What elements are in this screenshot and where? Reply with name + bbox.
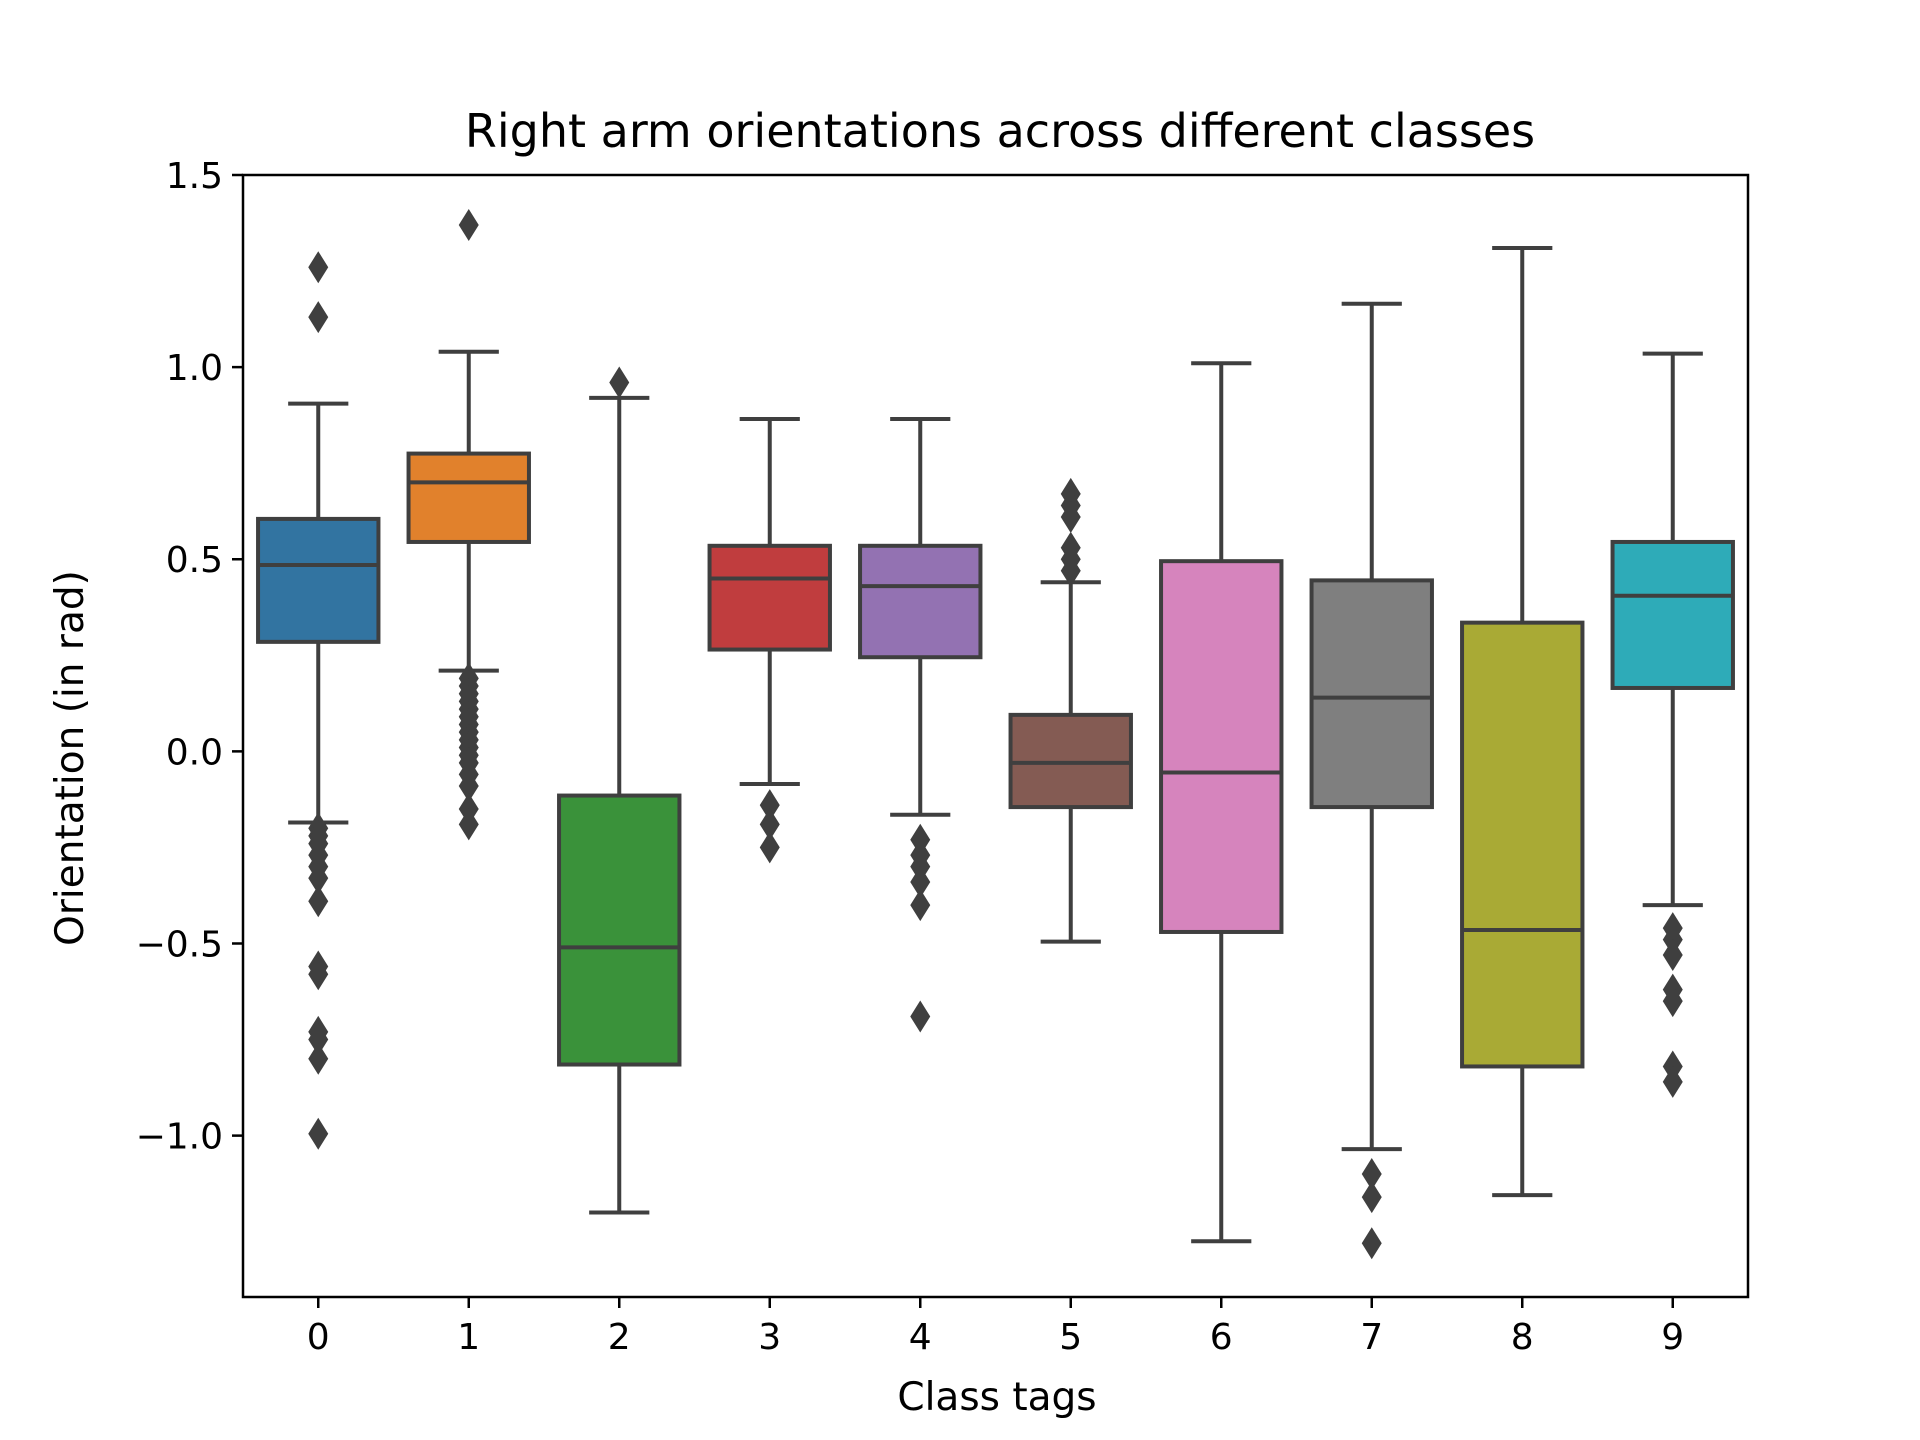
chart-title: Right arm orientations across different … (465, 104, 1535, 158)
outlier-point (308, 251, 329, 284)
box-group-5 (1008, 477, 1133, 944)
outlier-point (458, 808, 479, 841)
outlier-point (1662, 1065, 1683, 1098)
outlier-point (308, 1117, 329, 1150)
x-tick-label: 4 (909, 1317, 932, 1358)
outlier-point (1662, 939, 1683, 972)
box (707, 543, 832, 652)
plot-area (256, 208, 1735, 1260)
outlier-point (759, 831, 780, 864)
box-group-0 (256, 251, 381, 1150)
outlier-point (910, 1000, 931, 1033)
box (1610, 539, 1735, 690)
outlier-point (1662, 985, 1683, 1018)
outlier-point (910, 889, 931, 922)
x-tick-label: 8 (1511, 1317, 1534, 1358)
y-tick-label: 0.5 (166, 540, 223, 581)
x-axis: 0 1 2 3 4 5 6 7 8 9 (307, 1297, 1684, 1358)
outlier-point (1060, 554, 1081, 587)
box (1309, 578, 1434, 810)
x-axis-label: Class tags (897, 1375, 1096, 1420)
box (858, 543, 983, 660)
x-tick-label: 7 (1360, 1317, 1383, 1358)
outlier-point (1361, 1227, 1382, 1260)
y-tick-label: 1.5 (166, 156, 223, 197)
x-tick-label: 5 (1059, 1317, 1082, 1358)
outlier-point (308, 301, 329, 334)
x-tick-label: 2 (608, 1317, 631, 1358)
x-tick-label: 6 (1210, 1317, 1233, 1358)
y-tick-label: −0.5 (136, 924, 223, 965)
outlier-point (759, 808, 780, 841)
x-tick-label: 0 (307, 1317, 330, 1358)
y-tick-label: −1.0 (136, 1117, 223, 1158)
box-group-6 (1159, 361, 1284, 1244)
box-group-1 (406, 208, 531, 841)
box-group-4 (858, 416, 983, 1033)
box (1460, 620, 1585, 1069)
outlier-point (759, 789, 780, 822)
y-tick-label: 1.0 (166, 348, 223, 389)
box-group-9 (1610, 351, 1735, 1098)
outlier-point (308, 862, 329, 895)
outlier-point (609, 366, 630, 399)
x-tick-label: 1 (457, 1317, 480, 1358)
outlier-point (458, 208, 479, 241)
box (1159, 559, 1284, 934)
outlier-point (1060, 500, 1081, 533)
box-group-7 (1309, 301, 1434, 1260)
x-tick-label: 9 (1661, 1317, 1684, 1358)
y-axis: 1.5 1.0 0.5 0.0 −0.5 −1.0 (136, 156, 243, 1158)
outlier-point (308, 958, 329, 991)
outlier-point (1361, 1181, 1382, 1214)
outlier-point (458, 769, 479, 802)
y-axis-label: Orientation (in rad) (48, 570, 93, 946)
box (256, 516, 381, 644)
box-group-2 (557, 366, 682, 1215)
axes-frame (241, 173, 1750, 1299)
outlier-point (308, 1023, 329, 1056)
x-tick-label: 3 (758, 1317, 781, 1358)
box (557, 793, 682, 1067)
box-group-3 (707, 416, 832, 864)
outlier-point (308, 885, 329, 918)
outlier-point (308, 1042, 329, 1075)
box (406, 451, 531, 544)
outlier-point (910, 866, 931, 899)
outlier-point (1361, 1158, 1382, 1191)
y-tick-label: 0.0 (166, 732, 223, 773)
box-group-8 (1460, 246, 1585, 1198)
